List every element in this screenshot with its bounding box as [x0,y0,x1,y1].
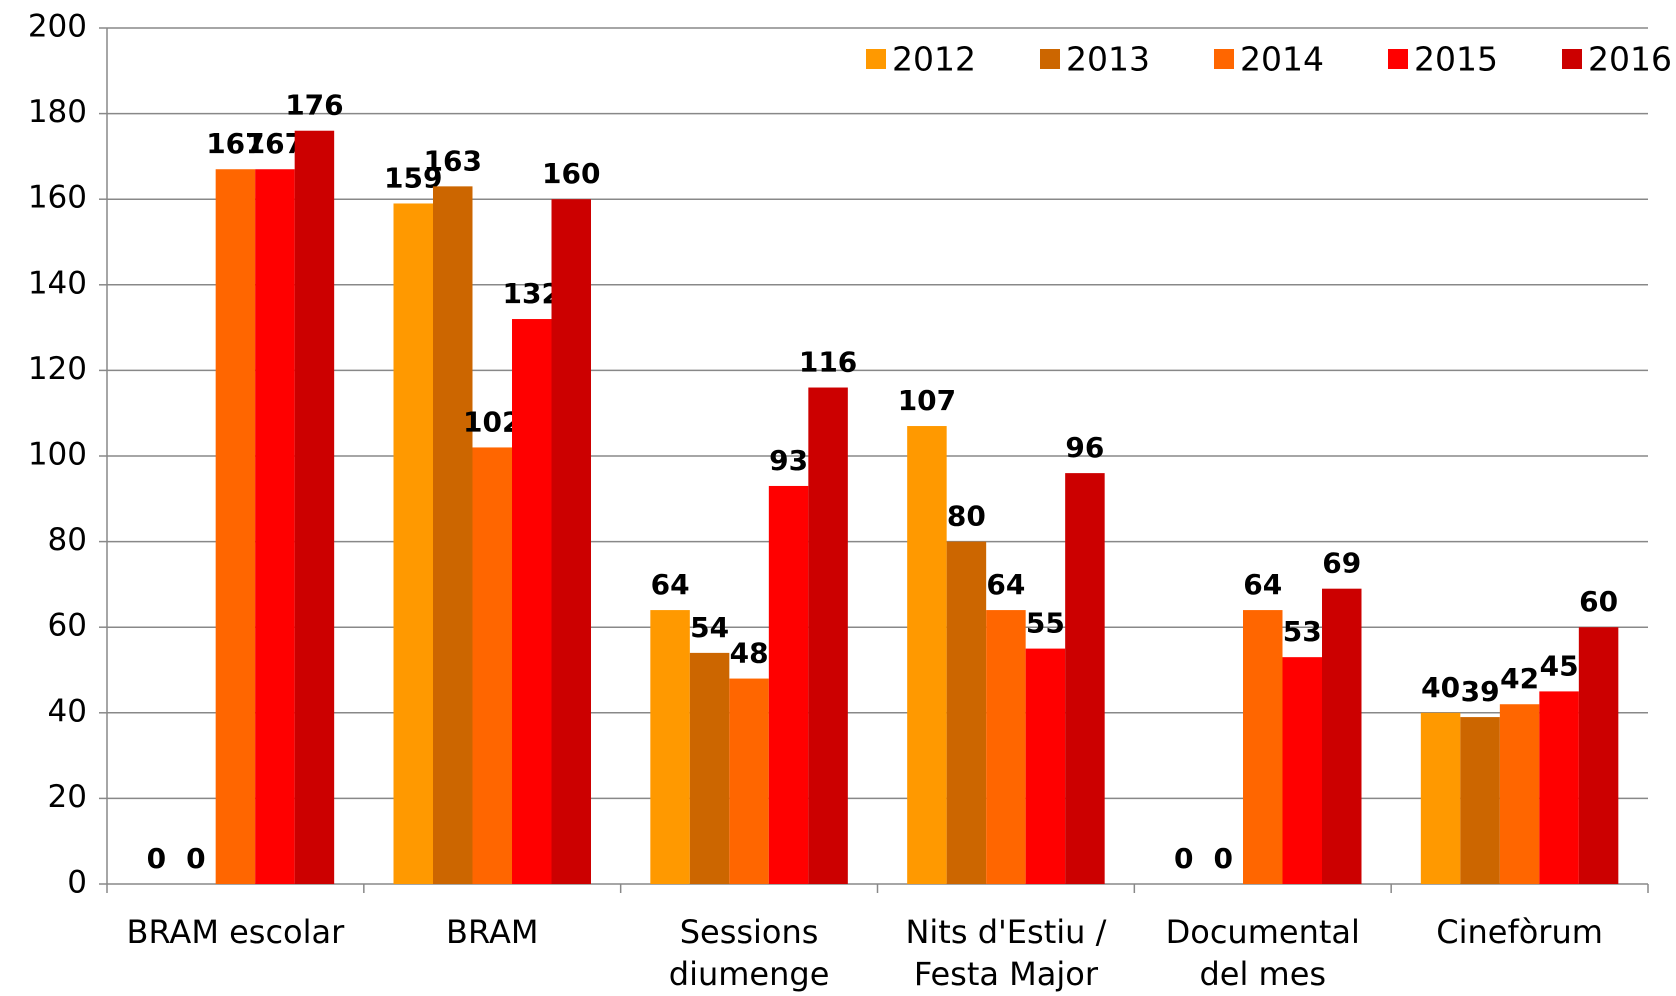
data-label: 64 [651,568,690,601]
bar [768,485,809,884]
bar [689,652,730,884]
data-label: 55 [1026,607,1065,640]
data-label: 96 [1065,431,1104,464]
y-tick-label: 40 [48,693,87,729]
data-label: 40 [1421,671,1460,704]
data-label: 64 [986,568,1025,601]
y-tick-label: 140 [28,265,87,301]
legend-swatch [866,49,886,69]
bar [1243,610,1283,884]
bar [808,387,848,884]
data-label: 176 [285,89,343,122]
bar [433,186,473,885]
data-label: 0 [1174,842,1193,875]
legend-swatch [1040,49,1060,69]
data-label: 53 [1283,615,1322,648]
data-label: 93 [769,444,808,477]
x-tick-label: del mes [1199,955,1326,993]
data-label: 160 [542,157,600,190]
legend-label: 2015 [1414,40,1498,79]
bar [986,610,1026,884]
x-tick-label: BRAM escolar [127,913,346,951]
bar [1282,657,1322,884]
bar [1420,712,1461,884]
legend-label: 2012 [892,40,976,79]
legend-label: 2014 [1240,40,1324,79]
data-label: 107 [898,384,956,417]
y-tick-label: 60 [48,608,87,644]
x-tick-label: Nits d'Estiu / [905,913,1106,951]
bar [1065,473,1105,884]
data-label: 167 [206,127,264,160]
data-label: 0 [147,842,166,875]
bar [255,169,295,885]
bar [1539,691,1579,884]
bar [729,678,769,884]
data-label: 102 [463,405,521,438]
bar [907,426,947,884]
data-label: 132 [503,277,561,310]
bar [512,319,552,884]
data-label: 0 [186,842,205,875]
data-label: 64 [1243,568,1282,601]
data-label: 48 [730,637,769,670]
y-tick-label: 160 [28,180,87,216]
x-tick-label: diumenge [669,955,830,993]
x-tick-label: Cinefòrum [1436,913,1603,951]
bar [472,447,512,884]
y-tick-label: 180 [28,94,87,130]
data-label: 45 [1540,649,1579,682]
y-tick-label: 80 [48,522,87,558]
bar [650,610,690,884]
bar [1322,588,1362,884]
data-label: 159 [384,161,442,194]
legend-label: 2016 [1588,40,1672,79]
data-label: 80 [947,500,986,533]
y-tick-label: 200 [28,9,87,45]
data-label: 42 [1500,662,1539,695]
bar [294,130,335,885]
bar [1578,627,1619,884]
legend-label: 2013 [1066,40,1150,79]
data-label: 69 [1322,547,1361,580]
y-tick-label: 20 [48,779,87,815]
data-label: 39 [1461,675,1500,708]
x-tick-label: BRAM [446,913,538,951]
x-tick-label: Sessions [680,913,819,951]
bar [1460,717,1500,884]
x-tick-label: Festa Major [914,955,1099,993]
data-label: 116 [799,346,857,379]
data-label: 167 [246,127,304,160]
data-label: 163 [424,144,482,177]
bar [946,541,987,884]
bar [215,169,256,885]
legend-swatch [1562,49,1582,69]
x-tick-label: Documental [1166,913,1360,951]
y-tick-label: 120 [28,351,87,387]
bar [1025,648,1066,884]
bar [393,203,433,885]
legend-swatch [1214,49,1234,69]
legend-swatch [1388,49,1408,69]
bar [551,199,591,884]
data-label: 0 [1214,842,1233,875]
y-tick-label: 100 [28,437,87,473]
data-label: 60 [1579,585,1618,618]
bar [1499,704,1540,884]
y-tick-label: 0 [67,865,87,901]
data-label: 54 [690,611,729,644]
